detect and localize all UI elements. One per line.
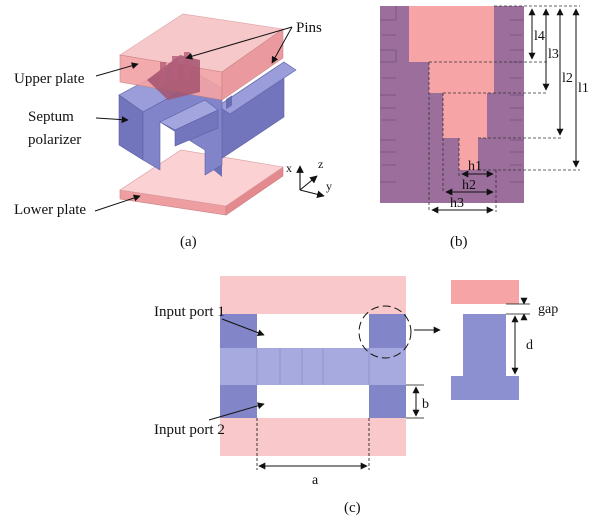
dim-b: b (422, 397, 429, 412)
input-port-2-label: Input port 2 (154, 422, 225, 438)
pins-label: Pins (296, 20, 322, 36)
dim-h2: h2 (462, 178, 476, 193)
axis-z-label: z (318, 157, 323, 171)
septum-label-line1: Septum (28, 109, 74, 125)
dim-l2: l2 (562, 71, 573, 86)
axis-x-label: x (286, 161, 292, 175)
detail-base (451, 376, 519, 400)
caption-c: (c) (344, 500, 361, 516)
dim-l4: l4 (534, 29, 545, 44)
upper-plate-section (220, 276, 406, 314)
detail-circle (358, 305, 412, 359)
septum-label-line2: polarizer (28, 132, 81, 148)
dim-a-guides (256, 418, 370, 470)
panel-c: Input port 1 Input port 2 a b gap d (c) (154, 276, 558, 516)
dim-l3: l3 (548, 47, 559, 62)
lower-plate-3d (119, 149, 284, 216)
guide-lines (428, 5, 580, 212)
h-dimension-arrows (431, 170, 494, 214)
right-comb-pins (226, 95, 232, 110)
axis-y-label: y (326, 179, 332, 193)
input-port-1-label: Input port 1 (154, 304, 225, 320)
l-dimension-arrows (528, 8, 580, 168)
dim-l1: l1 (578, 81, 589, 96)
septum-segments (256, 348, 370, 385)
dim-h1: h1 (468, 159, 482, 174)
dim-h3: h3 (450, 196, 464, 211)
detail-upper-plate (451, 280, 519, 304)
left-comb-slots (380, 6, 397, 183)
upper-plate-3d (119, 13, 284, 101)
stepped-septum (409, 6, 494, 170)
lower-plate-label: Lower plate (14, 202, 86, 218)
caption-b: (b) (450, 234, 468, 250)
panel-b: l4 l3 l2 l1 h1 h2 h3 (b) (380, 5, 589, 250)
caption-a: (a) (180, 234, 197, 250)
dim-d: d (526, 338, 533, 353)
upper-plate-label: Upper plate (14, 71, 85, 87)
lower-plate-section (220, 418, 406, 456)
panel-a: x z y Pins Upper plate Septum polarizer … (14, 13, 332, 250)
coordinate-axes: x z y (286, 157, 332, 199)
dim-gap: gap (538, 302, 558, 317)
detail-pin (463, 314, 506, 376)
dim-a: a (312, 473, 319, 488)
septum-band (220, 348, 406, 385)
